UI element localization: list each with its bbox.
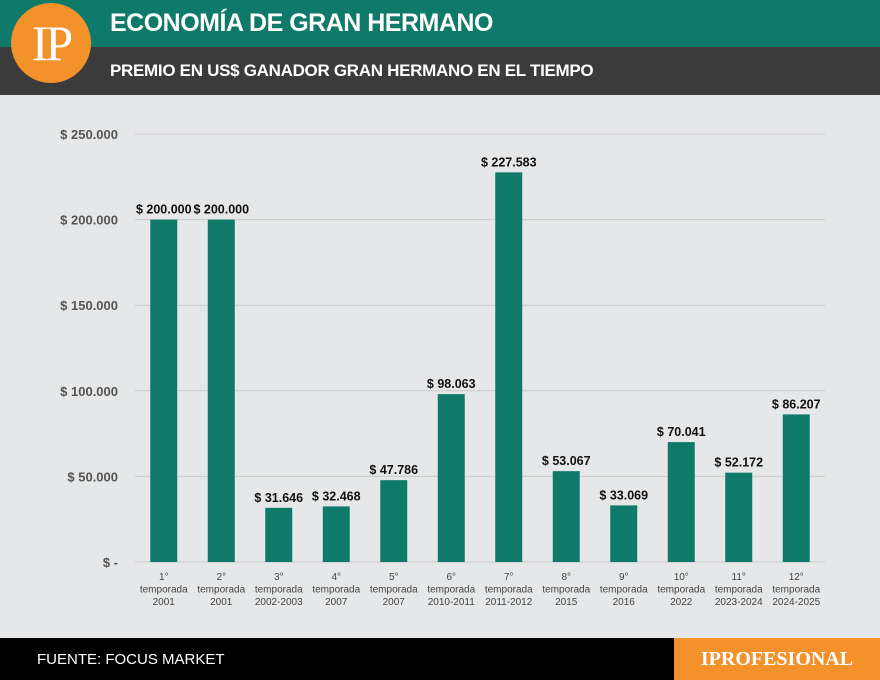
x-tick-label: 4° temporada 2007: [312, 572, 360, 608]
chart-subtitle: PREMIO EN US$ GANADOR GRAN HERMANO EN EL…: [110, 61, 594, 80]
page-title: ECONOMÍA DE GRAN HERMANO: [110, 9, 493, 37]
x-tick-label: 6° temporada 2010-2011: [427, 572, 475, 608]
y-tick-label: $ 200.000: [60, 213, 118, 228]
x-tick-label: 8° temporada 2015: [542, 572, 590, 608]
x-tick-label: 9° temporada 2016: [600, 572, 648, 608]
x-tick-label: 2° temporada 2001: [197, 572, 245, 608]
data-label: $ 47.786: [369, 463, 418, 477]
x-tick-label: 7° temporada 2011-2012: [485, 572, 533, 608]
x-tick-label: 1° temporada 2001: [140, 572, 188, 608]
ip-logo: IP: [11, 3, 91, 83]
data-label: $ 31.646: [254, 491, 303, 505]
data-label: $ 52.172: [714, 456, 763, 470]
bar: [150, 219, 178, 562]
bar: [380, 480, 408, 562]
bar: [437, 394, 465, 562]
y-tick-label: $ 100.000: [60, 384, 118, 399]
data-label: $ 53.067: [542, 454, 591, 468]
data-label: $ 98.063: [427, 377, 476, 391]
x-tick-label: 3° temporada 2002-2003: [255, 572, 303, 608]
data-label: $ 86.207: [772, 397, 821, 411]
data-label: $ 227.583: [481, 155, 537, 169]
bar: [782, 414, 810, 562]
brand-logo: IPROFESIONAL: [674, 638, 880, 680]
bar: [322, 506, 350, 562]
data-label: $ 200.000: [136, 203, 192, 217]
bar: [265, 507, 293, 562]
data-label: $ 200.000: [193, 203, 249, 217]
data-label: $ 33.069: [599, 488, 648, 502]
x-tick-label: 5° temporada 2007: [370, 572, 418, 608]
x-tick-label: 12° temporada 2024-2025: [772, 572, 820, 608]
header-bar: [0, 0, 880, 47]
y-tick-label: $ -: [103, 555, 118, 570]
y-tick-label: $ 150.000: [60, 298, 118, 313]
bar: [552, 471, 580, 562]
subheader-bar: [0, 47, 880, 95]
bar-chart: $ -$ 50.000$ 100.000$ 150.000$ 200.000$ …: [60, 127, 825, 608]
data-label: $ 70.041: [657, 425, 706, 439]
x-tick-label: 10° temporada 2022: [657, 572, 705, 608]
bar: [495, 172, 523, 562]
y-tick-label: $ 50.000: [67, 469, 118, 484]
bar: [667, 442, 695, 562]
source-text: FUENTE: FOCUS MARKET: [37, 651, 225, 668]
bar: [725, 472, 753, 562]
bar: [207, 219, 235, 562]
x-tick-label: 11° temporada 2023-2024: [715, 572, 763, 608]
y-tick-label: $ 250.000: [60, 127, 118, 142]
data-label: $ 32.468: [312, 489, 361, 503]
bar: [610, 505, 638, 562]
